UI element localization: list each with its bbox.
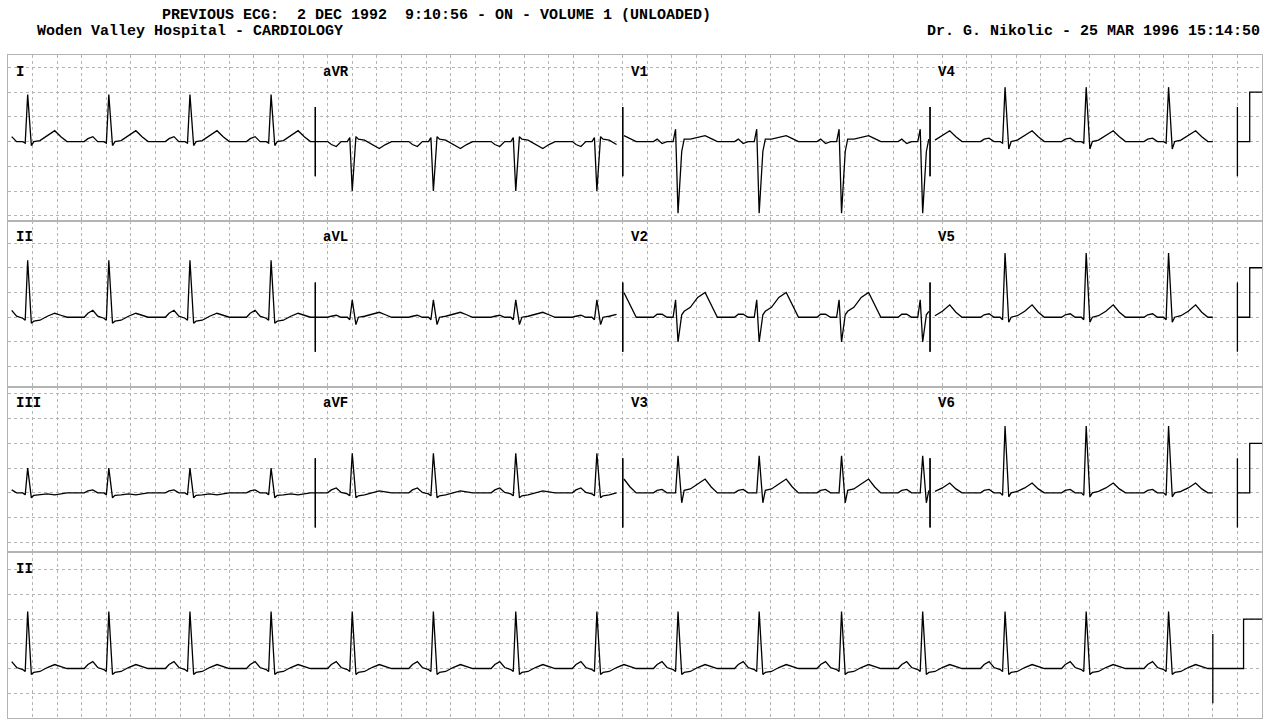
svg-text:V5: V5 — [938, 229, 955, 245]
svg-text:V2: V2 — [631, 229, 648, 245]
svg-text:V1: V1 — [631, 64, 648, 80]
svg-text:PREVIOUS ECG: 2 DEC 1992 9:1: PREVIOUS ECG: 2 DEC 1992 9:10:56 - ON - … — [162, 7, 711, 24]
svg-text:II: II — [16, 229, 33, 245]
svg-text:aVL: aVL — [323, 229, 348, 245]
svg-text:Woden Valley Hospital - CARDIO: Woden Valley Hospital - CARDIOLOGY — [37, 23, 343, 40]
svg-text:aVF: aVF — [323, 395, 348, 411]
svg-text:III: III — [16, 395, 41, 411]
svg-text:Dr. G. Nikolic - 25 MAR 1996 1: Dr. G. Nikolic - 25 MAR 1996 15:14:50 — [927, 23, 1260, 40]
svg-text:V6: V6 — [938, 395, 955, 411]
svg-text:aVR: aVR — [323, 64, 349, 80]
svg-text:I: I — [16, 64, 24, 80]
svg-text:V3: V3 — [631, 395, 648, 411]
svg-text:V4: V4 — [938, 64, 955, 80]
svg-text:II: II — [16, 561, 33, 577]
